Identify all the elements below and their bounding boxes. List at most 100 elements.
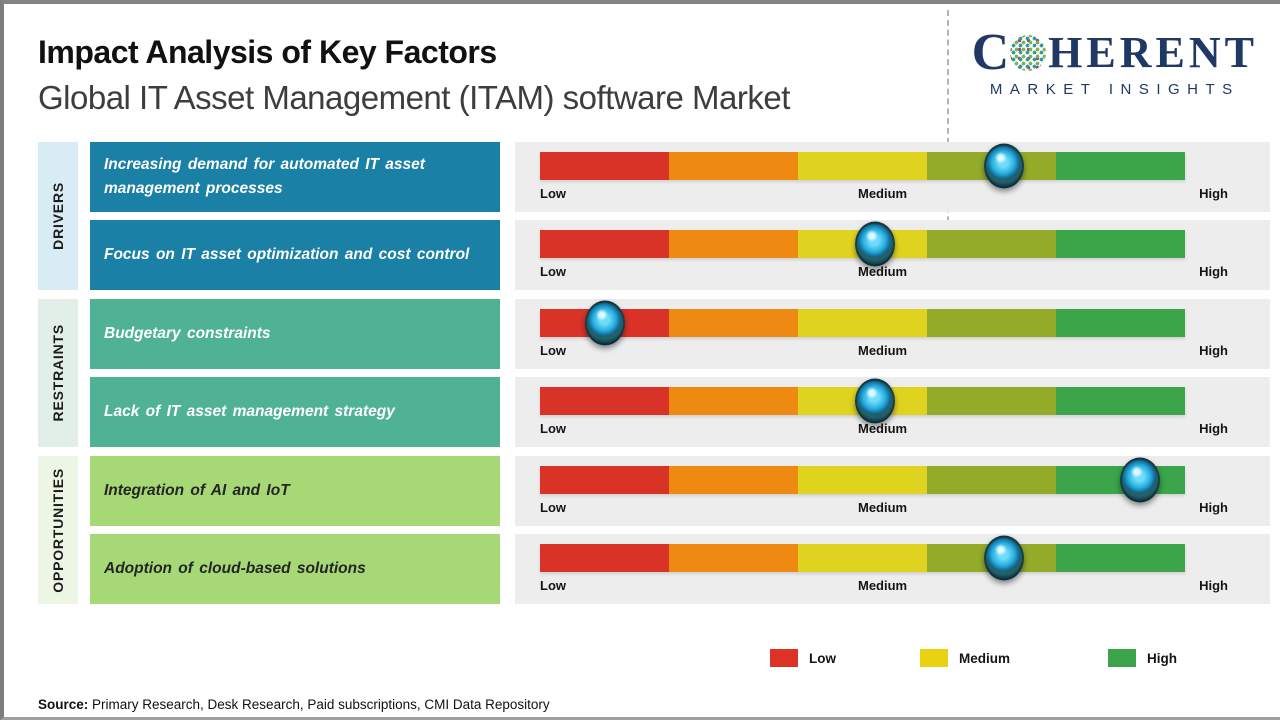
scale-label-medium: Medium [857, 186, 908, 201]
legend-item-high: High [1108, 649, 1177, 667]
impact-marker [584, 300, 625, 346]
impact-scale: Low Medium High [515, 456, 1270, 526]
scale-segment [540, 387, 669, 415]
group-label: DRIVERS [50, 182, 66, 250]
scale-label-low: Low [540, 500, 566, 515]
page-title: Impact Analysis of Key Factors [38, 34, 497, 70]
scale-label-low: Low [540, 264, 566, 279]
factor-row: Adoption of cloud-based solutions Low Me… [90, 534, 1270, 604]
scale-segment [669, 152, 798, 180]
scale-labels: Low Medium High [540, 186, 1228, 201]
legend-item-low: Low [770, 649, 836, 667]
brand-letter-c: C [971, 24, 1010, 81]
group-tab-opportunities: OPPORTUNITIES [38, 456, 78, 604]
group-label: OPPORTUNITIES [50, 467, 66, 593]
brand-name: HERENT [1048, 28, 1258, 78]
scale-segment [798, 309, 927, 337]
impact-bar [540, 221, 1185, 267]
legend-item-medium: Medium [920, 649, 1010, 667]
factor-text: Lack of IT asset management strategy [104, 402, 395, 420]
factor-text: Increasing demand for automated IT asset… [104, 155, 425, 197]
scale-labels: Low Medium High [540, 343, 1228, 358]
scale-label-low: Low [540, 578, 566, 593]
scale-labels: Low Medium High [540, 421, 1228, 436]
scale-segment [669, 466, 798, 494]
scale-label-high: High [1199, 500, 1228, 515]
scale-segment [669, 387, 798, 415]
factor-row: Lack of IT asset management strategy Low… [90, 377, 1270, 447]
impact-marker [984, 535, 1025, 581]
legend-swatch-high [1108, 649, 1137, 667]
impact-bar [540, 300, 1185, 346]
scale-label-high: High [1199, 578, 1228, 593]
factor-box: Adoption of cloud-based solutions [90, 534, 500, 604]
source-line: Source: Primary Research, Desk Research,… [38, 697, 550, 712]
scale-label-medium: Medium [857, 421, 908, 436]
scale-segment [798, 544, 927, 572]
factor-box: Increasing demand for automated IT asset… [90, 142, 500, 212]
legend-label-low: Low [809, 650, 836, 666]
factor-row: Focus on IT asset optimization and cost … [90, 220, 1270, 290]
impact-bar [540, 535, 1185, 581]
factor-text: Integration of AI and IoT [104, 481, 290, 499]
impact-scale: Low Medium High [515, 534, 1270, 604]
scale-segment [798, 466, 927, 494]
group-tab-restraints: RESTRAINTS [38, 299, 78, 447]
factor-box: Integration of AI and IoT [90, 456, 500, 526]
legend-label-high: High [1147, 650, 1178, 666]
header: Impact Analysis of Key Factors Global IT… [38, 34, 790, 117]
scale-segment [1056, 152, 1185, 180]
impact-bar [540, 378, 1185, 424]
group-opportunities: OPPORTUNITIES Integration of AI and IoT … [38, 456, 1270, 604]
dashed-divider [947, 10, 949, 242]
factor-box: Budgetary constraints [90, 299, 500, 369]
impact-marker [855, 221, 896, 267]
scale-label-medium: Medium [857, 578, 908, 593]
scale-label-medium: Medium [857, 264, 908, 279]
group-label: RESTRAINTS [50, 324, 66, 422]
page-subtitle: Global IT Asset Management (ITAM) softwa… [38, 79, 790, 116]
scale-labels: Low Medium High [540, 500, 1228, 515]
scale-label-low: Low [540, 421, 566, 436]
scale-labels: Low Medium High [540, 264, 1228, 279]
impact-scale: Low Medium High [515, 377, 1270, 447]
scale-segment [540, 466, 669, 494]
impact-scale: Low Medium High [515, 220, 1270, 290]
scale-label-high: High [1199, 343, 1228, 358]
brand-wordmark: C HERENT [971, 24, 1258, 81]
factor-text: Adoption of cloud-based solutions [104, 559, 366, 577]
group-tab-drivers: DRIVERS [38, 142, 78, 290]
impact-scale: Low Medium High [515, 299, 1270, 369]
impact-marker [1119, 457, 1160, 503]
impact-scale: Low Medium High [515, 142, 1270, 212]
scale-segment [798, 152, 927, 180]
factor-box: Focus on IT asset optimization and cost … [90, 220, 500, 290]
scale-segment [540, 152, 669, 180]
scale-segment [669, 309, 798, 337]
scale-label-high: High [1199, 186, 1228, 201]
brand-logo: C HERENT MARKET INSIGHTS [971, 24, 1258, 98]
source-label: Source: [38, 697, 89, 712]
brand-tagline: MARKET INSIGHTS [989, 80, 1240, 98]
factor-box: Lack of IT asset management strategy [90, 377, 500, 447]
scale-segment [669, 544, 798, 572]
scale-segment [1056, 309, 1185, 337]
scale-segment [1056, 387, 1185, 415]
scale-labels: Low Medium High [540, 578, 1228, 593]
group-drivers: DRIVERS Increasing demand for automated … [38, 142, 1270, 290]
scale-label-high: High [1199, 421, 1228, 436]
group-restraints: RESTRAINTS Budgetary constraints Low Med… [38, 299, 1270, 447]
scale-segment [540, 544, 669, 572]
source-text: Primary Research, Desk Research, Paid su… [88, 697, 550, 712]
scale-segment [927, 466, 1056, 494]
legend-swatch-low [770, 649, 798, 667]
legend-swatch-medium [920, 649, 948, 667]
scale-label-low: Low [540, 343, 566, 358]
impact-matrix: DRIVERS Increasing demand for automated … [38, 142, 1270, 604]
impact-marker [855, 378, 896, 424]
globe-icon [1010, 35, 1047, 72]
scale-segment [927, 230, 1056, 258]
scale-segment [669, 230, 798, 258]
scale-segment [927, 309, 1056, 337]
